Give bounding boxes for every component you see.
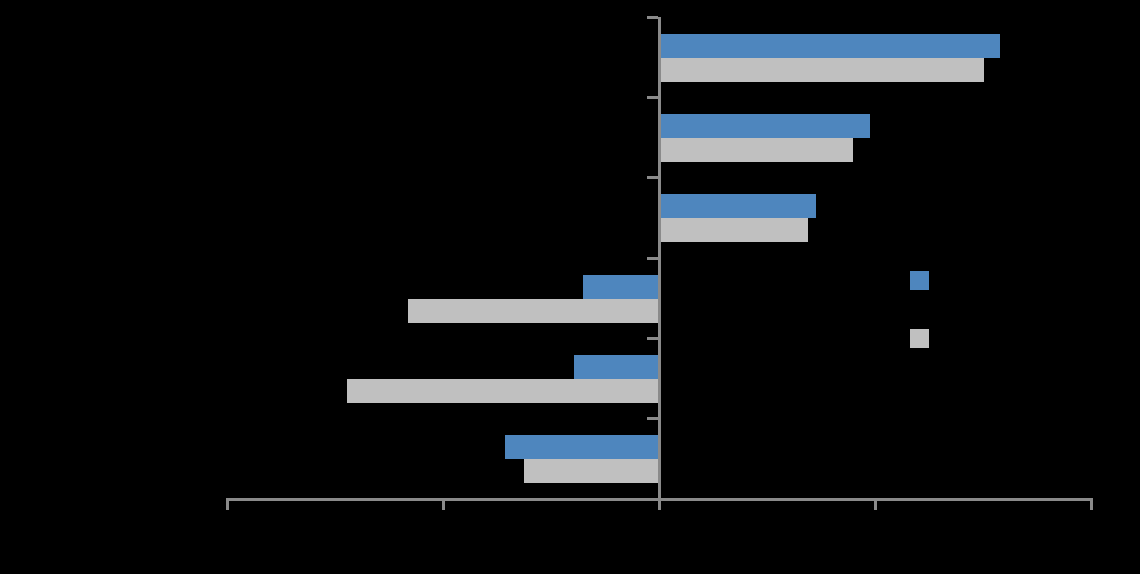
value-axis-tick bbox=[874, 497, 878, 510]
bar-series0-cat2 bbox=[659, 194, 817, 219]
bar-series1-cat1 bbox=[659, 137, 853, 162]
bar-series1-cat3 bbox=[407, 298, 660, 323]
bar-series1-cat5 bbox=[524, 459, 660, 484]
bar-series0-cat1 bbox=[659, 113, 871, 138]
category-axis-tick bbox=[647, 15, 658, 19]
value-axis-tick bbox=[225, 497, 229, 510]
category-axis-tick bbox=[647, 417, 658, 421]
value-axis-tick bbox=[441, 497, 445, 510]
category-axis-tick bbox=[647, 95, 658, 99]
bar-series1-cat0 bbox=[659, 57, 984, 82]
category-axis-tick bbox=[647, 336, 658, 340]
bar-series1-cat2 bbox=[659, 218, 808, 243]
bar-series0-cat4 bbox=[574, 354, 660, 379]
bar-series1-cat4 bbox=[347, 378, 660, 403]
bar-series0-cat5 bbox=[504, 435, 660, 460]
category-axis-tick bbox=[647, 256, 658, 260]
category-axis-tick bbox=[647, 176, 658, 180]
category-axis-line bbox=[658, 17, 661, 510]
bar-series0-cat0 bbox=[659, 33, 1000, 58]
legend-swatch-icon bbox=[910, 329, 929, 348]
bar-series0-cat3 bbox=[582, 274, 660, 299]
value-axis-tick bbox=[658, 497, 661, 510]
value-axis-tick bbox=[1090, 497, 1094, 510]
legend-swatch-icon bbox=[910, 271, 929, 290]
